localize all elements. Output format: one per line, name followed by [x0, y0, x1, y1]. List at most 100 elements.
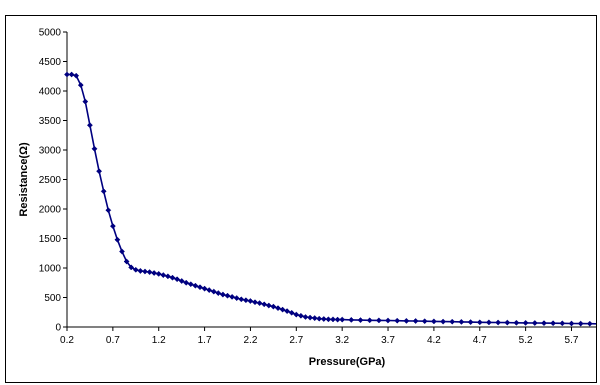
data-point — [485, 319, 492, 326]
data-point — [307, 314, 314, 321]
data-point — [325, 316, 332, 323]
chart-frame: 0 500 1000 1500 2000 2500 3000 3500 4000 4500 5000… — [5, 15, 597, 383]
data-point — [160, 272, 167, 279]
data-point — [302, 314, 309, 320]
data-point — [73, 72, 80, 79]
data-point — [458, 318, 465, 325]
data-point — [284, 308, 291, 315]
x-tick-label: 5.2 — [519, 335, 533, 346]
x-tick-label: 1.7 — [198, 335, 212, 346]
data-point — [201, 285, 208, 292]
data-point — [229, 293, 236, 300]
data-point — [174, 276, 181, 283]
data-point — [105, 207, 112, 214]
data-point — [206, 287, 213, 294]
data-point — [385, 317, 391, 324]
data-point — [192, 282, 199, 289]
data-point — [86, 122, 93, 129]
data-point — [421, 318, 428, 325]
y-tick-label: 0 — [55, 323, 61, 334]
data-point — [577, 320, 584, 327]
data-point — [550, 320, 557, 327]
data-point — [233, 295, 240, 302]
data-point — [252, 299, 258, 306]
y-tick-label: 5000 — [39, 28, 62, 39]
data-point — [100, 188, 107, 195]
data-point — [215, 290, 222, 297]
data-point — [256, 300, 263, 307]
data-point — [261, 301, 268, 308]
data-point — [178, 278, 185, 284]
y-tick-label: 4000 — [39, 87, 62, 98]
data-point — [210, 288, 217, 295]
data-point — [430, 318, 437, 325]
data-point — [155, 270, 162, 277]
data-point — [187, 281, 194, 288]
y-tick-label: 1500 — [39, 234, 62, 245]
data-point — [495, 319, 502, 326]
resistance-pressure-chart: 0 500 1000 1500 2000 2500 3000 3500 4000 4500 5000… — [18, 28, 596, 368]
data-point — [568, 320, 575, 327]
data-point — [77, 82, 84, 89]
data-point — [82, 98, 89, 105]
y-tick-label: 3500 — [39, 116, 62, 127]
data-point — [169, 274, 176, 281]
data-point — [109, 223, 116, 230]
x-tick-label: 2.7 — [289, 335, 303, 346]
data-point — [348, 316, 355, 323]
data-point — [375, 317, 382, 324]
data-point — [91, 145, 98, 152]
x-tick-label: 2.2 — [243, 335, 257, 346]
data-point — [132, 266, 139, 273]
data-point — [197, 284, 203, 291]
x-tick-label: 5.7 — [565, 335, 579, 346]
data-point — [64, 71, 70, 78]
data-point — [119, 248, 125, 255]
data-point — [357, 317, 364, 324]
data-point — [224, 292, 231, 299]
data-point — [265, 302, 272, 309]
data-point — [541, 320, 547, 327]
data-point — [522, 319, 529, 326]
data-point — [330, 316, 336, 323]
data-point — [146, 269, 153, 276]
data-point — [288, 309, 295, 316]
data-point — [270, 303, 277, 310]
data-point — [320, 316, 327, 322]
data-point — [279, 306, 286, 313]
data-point — [513, 319, 520, 326]
x-axis-title: Pressure(GPa) — [309, 356, 386, 368]
data-point — [476, 319, 483, 326]
data-point — [449, 318, 456, 325]
data-point — [412, 318, 419, 324]
y-tick-label: 2000 — [39, 205, 62, 216]
data-point — [275, 305, 281, 312]
data-point — [394, 317, 401, 324]
data-point — [334, 316, 341, 323]
x-tick-label: 1.2 — [152, 335, 166, 346]
data-point — [467, 319, 474, 326]
data-point — [164, 273, 171, 280]
x-tick-label: 0.7 — [106, 335, 120, 346]
data-point — [219, 291, 226, 298]
data-point — [559, 320, 566, 327]
data-point — [293, 311, 300, 318]
data-point — [128, 264, 135, 271]
data-point — [123, 258, 130, 265]
data-point — [366, 317, 373, 324]
data-point — [297, 312, 304, 319]
x-tick-label: 0.2 — [60, 335, 74, 346]
data-point — [183, 279, 190, 286]
data-point — [311, 315, 318, 322]
x-tick-label: 4.7 — [473, 335, 487, 346]
data-point — [242, 297, 249, 304]
x-tick-label: 3.2 — [335, 335, 349, 346]
data-point — [68, 71, 75, 78]
data-point — [137, 267, 144, 274]
data-point — [316, 315, 323, 322]
data-point — [339, 316, 346, 323]
y-axis-title: Resistance(Ω) — [18, 142, 30, 217]
y-tick-label: 500 — [44, 293, 61, 304]
data-point — [531, 320, 538, 326]
data-point — [151, 270, 158, 276]
